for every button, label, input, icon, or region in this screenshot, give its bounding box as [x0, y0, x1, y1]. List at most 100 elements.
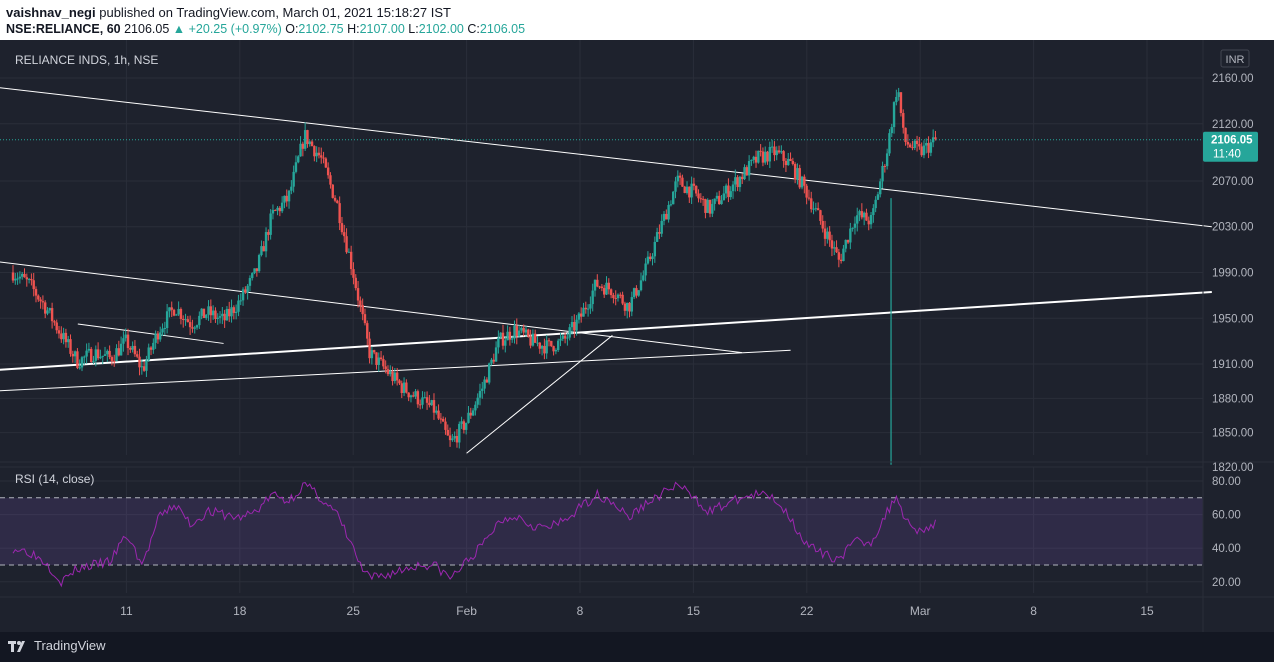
candle-body: [402, 382, 406, 393]
candle-body: [186, 319, 190, 323]
candle-body: [400, 383, 403, 393]
candle-body: [874, 199, 877, 209]
candle-body: [626, 302, 629, 311]
candle-body: [579, 313, 583, 317]
candle-body: [211, 310, 215, 316]
candle-body: [699, 198, 703, 200]
candle-body: [550, 340, 553, 347]
candle-body: [232, 307, 236, 313]
candle-body: [425, 397, 429, 403]
candle-body: [757, 150, 760, 163]
candle-body: [908, 144, 912, 148]
candle-body: [464, 422, 468, 430]
candle-body: [533, 333, 537, 343]
candle-body: [469, 412, 472, 416]
candle-body: [529, 336, 532, 346]
currency-box[interactable]: [1220, 49, 1250, 68]
candle-body: [906, 142, 910, 145]
candle-body: [683, 186, 686, 193]
candle-body: [202, 308, 206, 318]
footer-brand[interactable]: TradingView: [34, 638, 106, 653]
symbol-label: NSE:RELIANCE, 60: [6, 22, 121, 36]
candle-body: [787, 158, 790, 166]
candle-body: [669, 204, 673, 206]
candle-body: [76, 351, 79, 368]
candle-body: [520, 327, 523, 331]
candle-body: [497, 337, 500, 348]
candle-body: [536, 342, 539, 344]
candle-body: [708, 199, 712, 214]
candle-body: [172, 309, 176, 316]
candle-body: [678, 175, 682, 178]
open-value: 2102.75: [298, 22, 344, 36]
low-value: 2102.00: [418, 22, 464, 36]
candle-body: [124, 334, 127, 339]
candle-body: [156, 333, 160, 340]
candle-body: [94, 349, 98, 361]
candle-body: [191, 327, 194, 329]
candle-body: [860, 211, 864, 218]
candle-body: [918, 144, 921, 147]
ohlc-line: NSE:RELIANCE, 60 2106.05 ▲ +20.25 (+0.97…: [6, 22, 525, 36]
candle-body: [41, 301, 45, 303]
candle-body: [770, 146, 774, 148]
candle-body: [552, 346, 555, 352]
candle-body: [538, 342, 541, 349]
candle-body: [133, 345, 137, 355]
candle-body: [738, 176, 742, 188]
rsi-axis-label: 40.00: [1212, 543, 1241, 555]
candle-body: [734, 177, 737, 185]
publish-info: published on TradingView.com, March 01, …: [99, 5, 451, 20]
candle-body: [416, 391, 420, 405]
candle-body: [264, 232, 268, 252]
candle-body: [706, 199, 709, 213]
candle-body: [561, 335, 564, 339]
tradingview-logo-icon[interactable]: [8, 638, 28, 656]
candle-body: [474, 404, 477, 411]
candle-body: [280, 202, 284, 212]
trendline: [0, 261, 743, 354]
candle-body: [628, 302, 631, 312]
candle-body: [87, 348, 91, 351]
candle-body: [198, 315, 201, 326]
candle-body: [547, 340, 551, 342]
candle-body: [271, 210, 275, 214]
candle-body: [805, 185, 808, 198]
candle-body: [759, 150, 762, 152]
candle-body: [575, 319, 578, 331]
candle-body: [306, 130, 309, 145]
candle-body: [890, 127, 893, 134]
candle-body: [826, 231, 829, 239]
candle-body: [228, 308, 231, 317]
candle-body: [37, 295, 40, 300]
chart-canvas[interactable]: 2160.00 2120.00 2070.00 2030.00 1990.00 1950.…: [0, 40, 1274, 632]
candle-body: [885, 153, 889, 167]
price-badge: 2106.05 11:40: [1203, 131, 1258, 162]
candle-body: [897, 92, 900, 97]
author-name[interactable]: vaishnav_negi: [6, 5, 96, 20]
candle-body: [386, 369, 390, 375]
candle-body: [113, 360, 116, 362]
open-label: O:: [285, 22, 299, 36]
chart-container[interactable]: 2160.00 2120.00 2070.00 2030.00 1990.00 1950.…: [0, 40, 1274, 632]
candle-body: [260, 246, 263, 256]
candle-body: [85, 350, 88, 357]
candle-body: [398, 380, 401, 384]
candle-body: [152, 342, 155, 350]
candle-body: [377, 357, 380, 365]
candle-body: [711, 203, 714, 214]
candle-body: [789, 158, 792, 162]
candle-body: [876, 194, 880, 200]
candle-body: [570, 321, 574, 328]
candle-body: [290, 186, 293, 191]
time-axis-label: 8: [1030, 604, 1037, 618]
candle-body: [126, 334, 130, 349]
candle-body: [800, 176, 804, 188]
candle-body: [32, 280, 35, 290]
candle-body: [175, 314, 178, 316]
candle-body: [462, 421, 466, 430]
candle-body: [170, 307, 173, 310]
candle-body: [106, 350, 109, 355]
price-axis-label: 1950.00: [1212, 313, 1254, 325]
candle-body: [849, 228, 852, 243]
